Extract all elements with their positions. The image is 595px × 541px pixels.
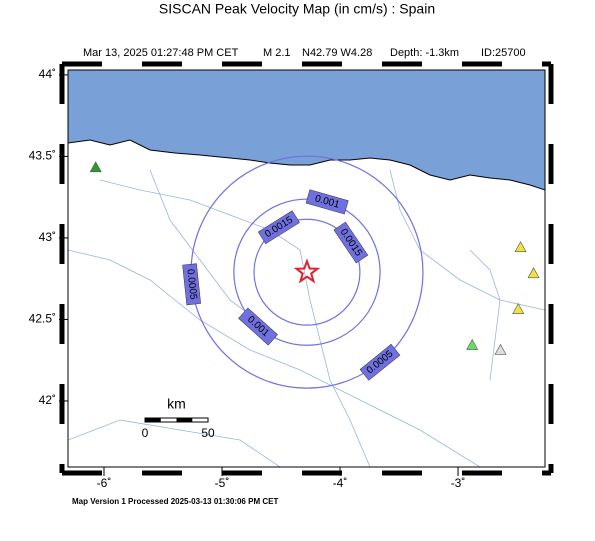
contour-label-box [305, 189, 349, 215]
scale-tick-label: 50 [201, 426, 215, 440]
scale-unit: km [167, 396, 186, 412]
river [68, 249, 481, 467]
station [514, 241, 527, 253]
contour [253, 218, 361, 326]
x-tick-label: -3˚ [451, 476, 466, 490]
contour-label-text: 0.0005 [184, 269, 198, 301]
station [512, 303, 525, 314]
scale-bar-segment [145, 418, 161, 422]
y-tick-label: 43.5˚ [29, 149, 56, 163]
y-tick-label: 42˚ [39, 393, 56, 407]
subtitle-magnitude: M 2.1 [263, 47, 291, 59]
river [99, 179, 371, 467]
scale-tick-label: 0 [142, 426, 149, 440]
subtitle: Mar 13, 2025 01:27:48 PM CET M 2.1 N42.7… [83, 47, 526, 59]
contour-label-box [257, 210, 300, 245]
footer: Map Version 1 Processed 2025-03-13 01:30… [72, 497, 278, 506]
y-tick-label: 42.5˚ [29, 312, 56, 326]
x-tick-label: -6˚ [97, 476, 112, 490]
frame [67, 69, 546, 468]
contour-label: 0.001 [305, 189, 349, 215]
contour-label-box [333, 221, 369, 264]
contour-label-box [359, 343, 401, 381]
subtitle-location: N42.79 W4.28 [302, 47, 372, 59]
station [466, 338, 479, 350]
title: SISCAN Peak Velocity Map (in cm/s) : Spa… [159, 1, 435, 17]
river [149, 169, 271, 331]
river [68, 419, 281, 467]
subtitle-depth: Depth: -1.3km [390, 47, 459, 59]
contour-label-box [238, 307, 278, 346]
y-tick-label: 44˚ [39, 67, 56, 81]
subtitle-date: Mar 13, 2025 01:27:48 PM CET [83, 47, 239, 59]
x-tick-label: -5˚ [215, 476, 230, 490]
scale-bar-segment [176, 418, 193, 422]
subtitle-id: ID:25700 [481, 47, 526, 59]
ocean [68, 70, 545, 191]
station [527, 267, 540, 279]
epicenter [293, 258, 321, 284]
contour-label-box [182, 263, 201, 306]
x-tick-label: -4˚ [333, 476, 348, 490]
river [389, 169, 545, 311]
y-tick-label: 43˚ [39, 230, 56, 244]
river [469, 249, 501, 381]
station [494, 343, 507, 355]
contour-label: 0.0005 [182, 263, 201, 306]
station [89, 161, 102, 173]
